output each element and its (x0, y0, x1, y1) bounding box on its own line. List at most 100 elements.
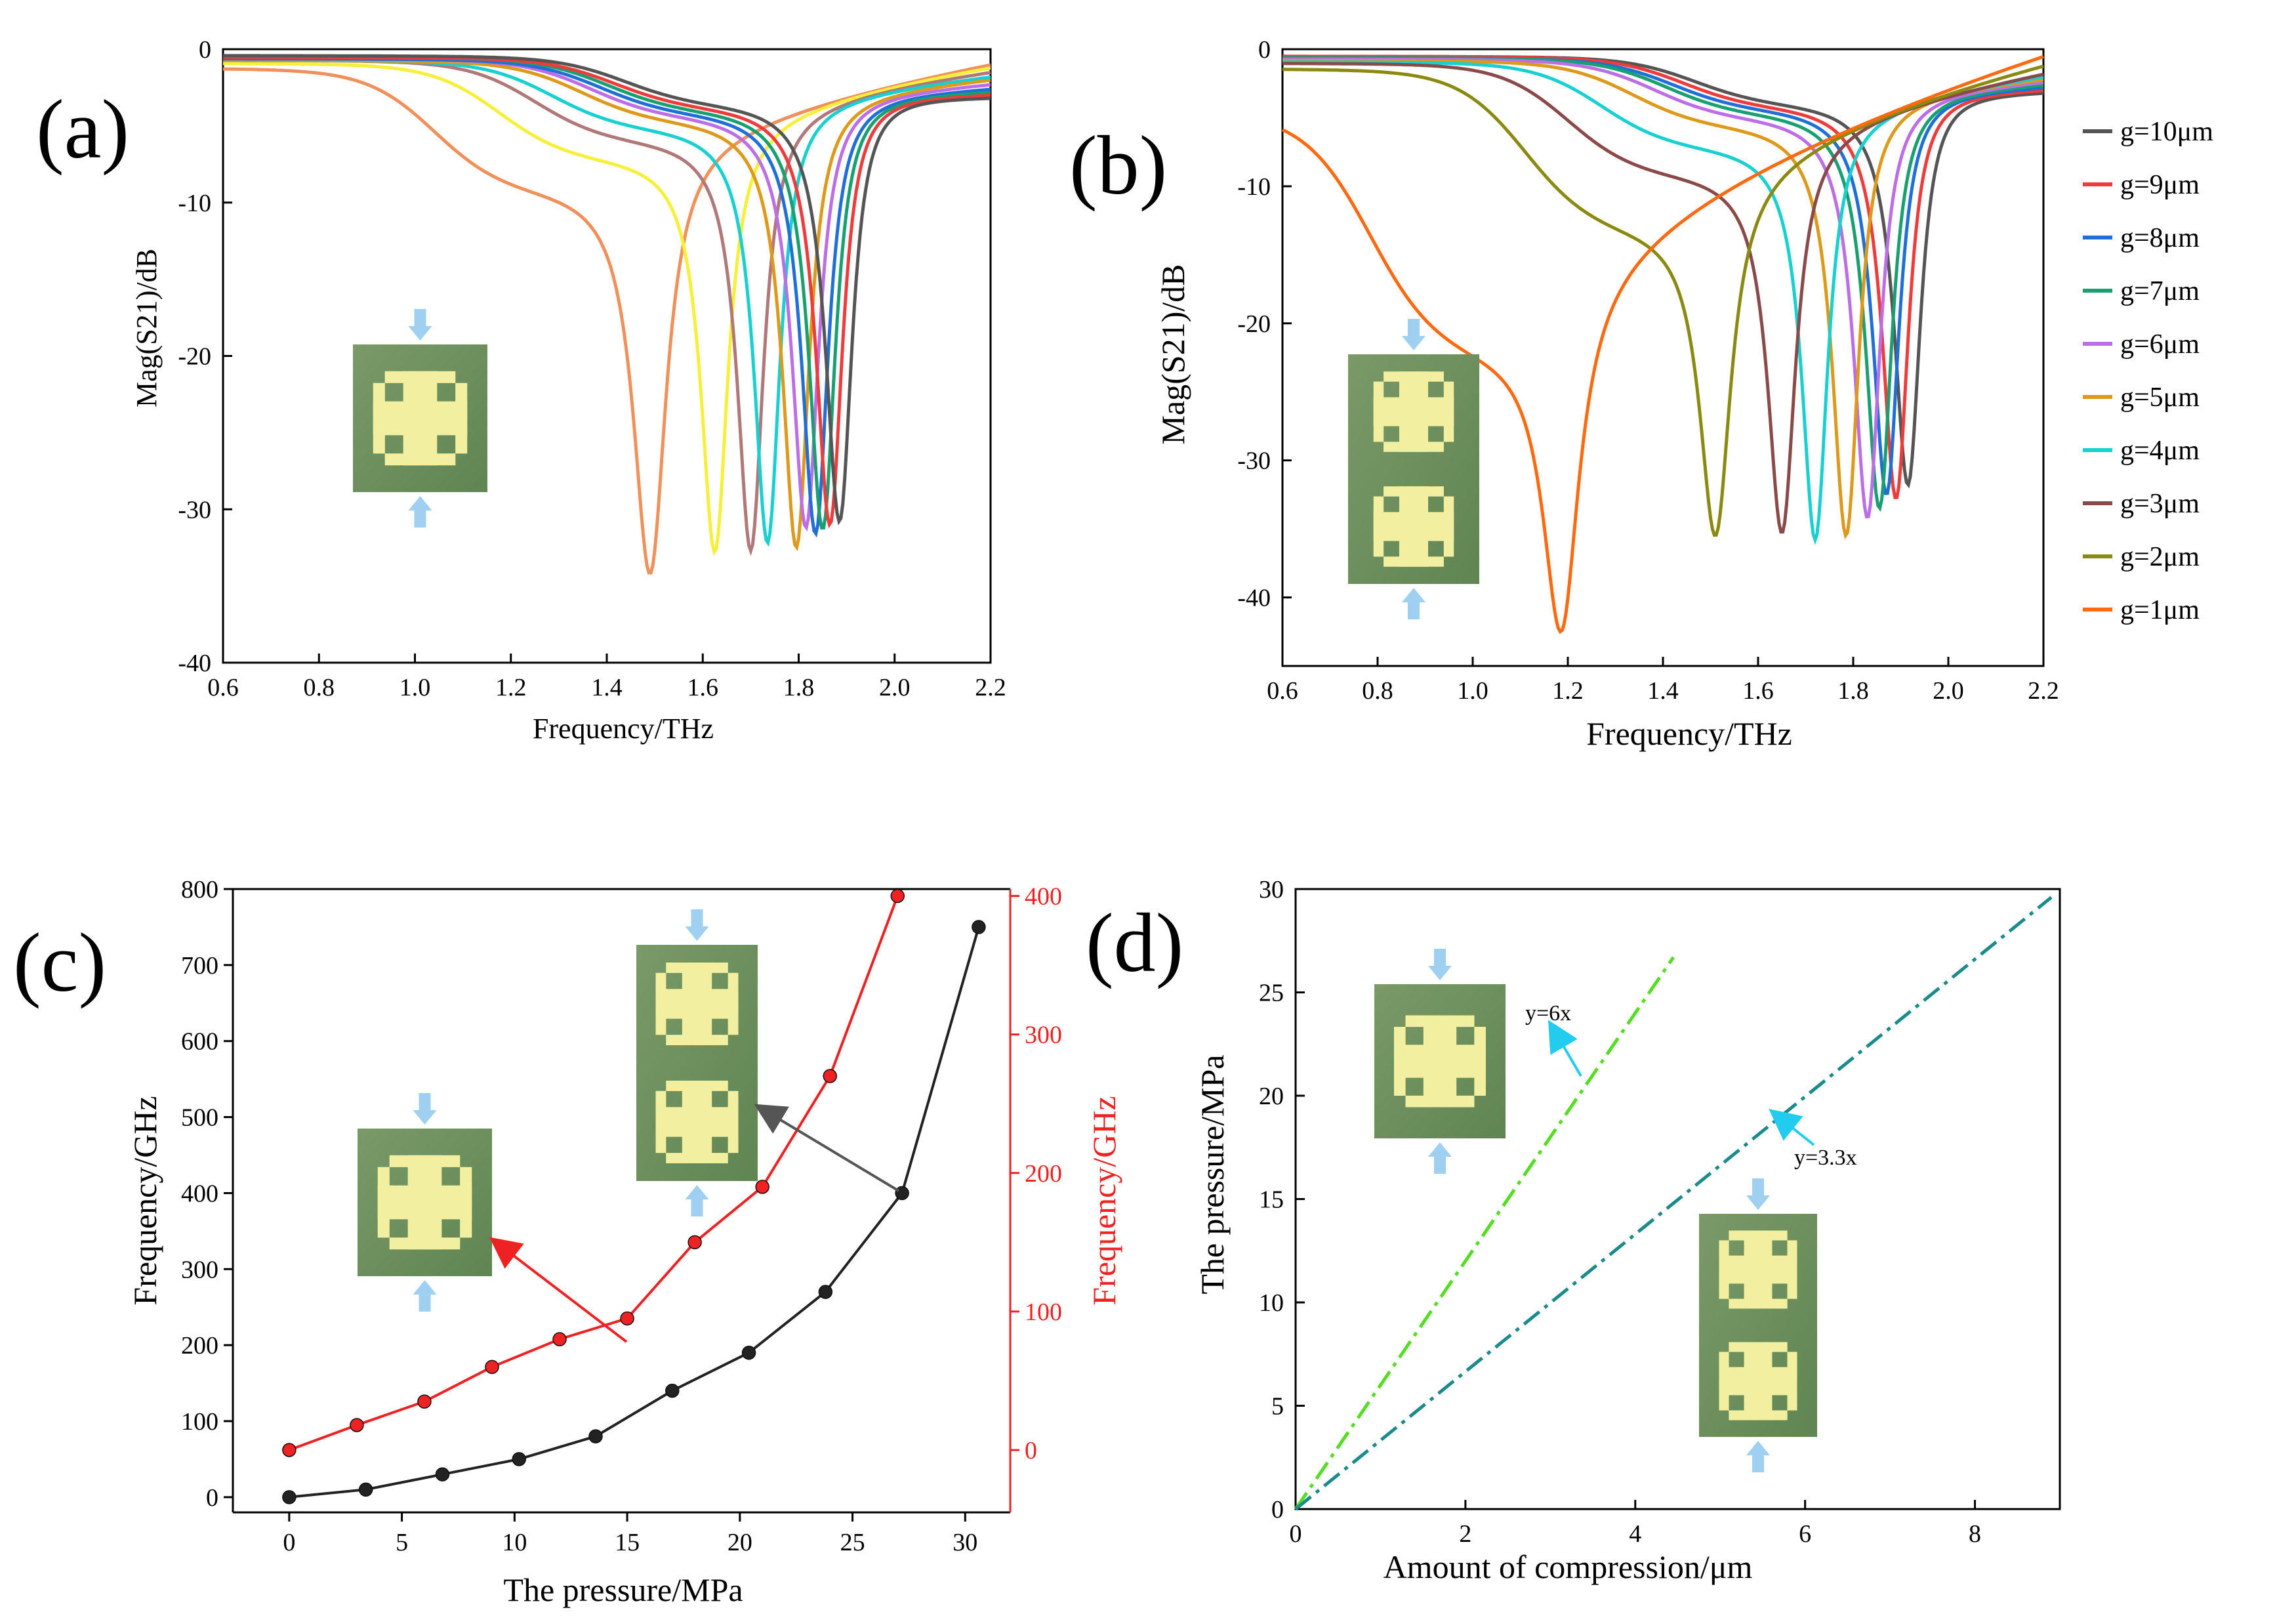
x-tick-label: 2 (1459, 1520, 1471, 1548)
legend-label: g=9μm (2120, 170, 2200, 200)
y-tick-label: -40 (1237, 585, 1271, 612)
y-tick-label: 25 (1259, 980, 1284, 1007)
press-arrow-up-icon (685, 1185, 709, 1216)
plot-frame (222, 48, 992, 664)
series-line-double (289, 926, 980, 1499)
press-arrow-up-icon (1428, 1142, 1452, 1174)
data-point (485, 1359, 499, 1375)
cross-cap-top (384, 371, 456, 383)
panel-d-label: (d) (1086, 896, 1183, 989)
data-point (741, 1345, 756, 1360)
cross-cap-left (655, 972, 666, 1035)
single-cell-illustration (1374, 949, 1506, 1174)
series-line-8 (223, 55, 991, 529)
legend-label: g=4μm (2120, 436, 2200, 466)
pointer-arrow-double (754, 1104, 900, 1192)
cross-cap-right (460, 1167, 472, 1238)
cross-arm-h (1719, 1255, 1797, 1284)
series-line-4 (223, 58, 991, 552)
cross-arm-h (1373, 512, 1454, 541)
press-arrow-up-icon (413, 1280, 437, 1312)
cross-cap-bottom (1729, 1298, 1788, 1309)
cross-cap-top (666, 1081, 728, 1091)
legend-label: g=7μm (2120, 276, 2200, 306)
y-tick-label: 30 (1259, 876, 1284, 903)
cross-cap-top (389, 1155, 461, 1167)
cross-arm-h (1373, 397, 1454, 426)
cross-arm-h (655, 1107, 739, 1137)
panel-d-ylabel: The pressure/MPa (1194, 1054, 1231, 1294)
double-cell-illustration (1348, 319, 1479, 619)
data-point (588, 1429, 603, 1443)
data-point (895, 1186, 909, 1201)
y-tick-label: 400 (181, 1180, 218, 1207)
cross-cap-bottom (1729, 1410, 1788, 1421)
press-arrow-down-icon (1402, 319, 1425, 350)
y-tick-label: 20 (1259, 1083, 1284, 1110)
press-arrow-down-icon (1428, 949, 1452, 980)
y-tick-label: 300 (181, 1256, 218, 1283)
y2-tick-label: 300 (1025, 1022, 1062, 1049)
y-tick-label: 10 (1259, 1289, 1284, 1317)
data-point (755, 1180, 769, 1194)
cross-cap-bottom (666, 1153, 728, 1163)
panel-b-ylabel: Mag(S21)/dB (1155, 264, 1191, 445)
press-arrow-down-icon (408, 309, 432, 341)
panel-a-xlabel: Frequency/THz (533, 713, 714, 745)
data-point (818, 1285, 833, 1299)
x-tick-label: 15 (615, 1529, 640, 1556)
y2-tick-label: 200 (1025, 1160, 1062, 1188)
cross-cap-bottom (666, 1035, 728, 1045)
cross-cap-top (1405, 1015, 1475, 1027)
single-cell-illustration (358, 1093, 492, 1312)
structure-illustrations (353, 309, 1817, 1472)
data-point (552, 1332, 567, 1346)
x-tick-label: 1.0 (1457, 677, 1488, 705)
cross-cap-bottom (389, 1237, 461, 1250)
x-tick-label: 2.2 (975, 674, 1006, 701)
cross-cap-right (728, 1090, 739, 1153)
x-tick-label: 1.8 (783, 674, 815, 701)
x-tick-label: 0.6 (1267, 677, 1298, 705)
double-cell-illustration (636, 909, 758, 1216)
panel-b-label: (b) (1069, 119, 1167, 212)
y2-tick-label: 0 (1025, 1437, 1037, 1464)
series-line-0 (1294, 956, 1675, 1510)
y-tick-label: 5 (1271, 1393, 1284, 1421)
y2-tick-label: 100 (1025, 1298, 1062, 1326)
series-line-8 (1282, 64, 2044, 537)
series-line-single (289, 895, 899, 1451)
y-tick-label: -30 (1237, 447, 1271, 475)
panel-a-label: (a) (36, 83, 129, 176)
cross-cap-right (728, 972, 739, 1035)
series-line-9 (223, 54, 991, 526)
data-point (435, 1467, 450, 1482)
cross-cap-left (1394, 1027, 1406, 1096)
cross-cap-bottom (384, 453, 456, 466)
double-cell-illustration (1699, 1178, 1817, 1472)
x-tick-label: 5 (396, 1529, 408, 1556)
cross-cap-bottom (1384, 442, 1444, 452)
y-tick-label: -40 (178, 650, 211, 677)
y-tick-label: 100 (181, 1408, 218, 1436)
cross-cap-right (1443, 496, 1454, 557)
data-point (890, 888, 905, 903)
data-point (350, 1418, 364, 1432)
panel-b-legend: g=10μm g=9μm g=8μm g=7μm g=6μm g=5μm g=4μm g=3μ… (2083, 117, 2213, 625)
series-line-2 (223, 58, 991, 556)
cross-arm-h (1394, 1045, 1486, 1078)
cross-cap-right (455, 383, 468, 454)
x-tick-label: 0 (1290, 1520, 1302, 1548)
data-point (687, 1235, 702, 1250)
y-tick-label: -20 (178, 343, 211, 371)
panel-c-ylabel: Frequency/GHz (127, 1096, 163, 1305)
x-tick-label: 30 (953, 1529, 977, 1556)
x-tick-label: 10 (502, 1529, 527, 1556)
legend-label: g=10μm (2120, 117, 2213, 147)
y-tick-label: -10 (178, 190, 211, 217)
x-tick-label: 1.6 (687, 674, 719, 701)
panel-c: (c) 0 5 10 15 20 25 30010020030040050060070080… (13, 876, 1122, 1608)
panel-b: (b) 0.6 0.8 1.0 1.2 1.4 1.6 1.8 2.0 2.2 -40 -30 -20… (1069, 36, 2213, 752)
y-tick-label: -30 (178, 496, 211, 524)
